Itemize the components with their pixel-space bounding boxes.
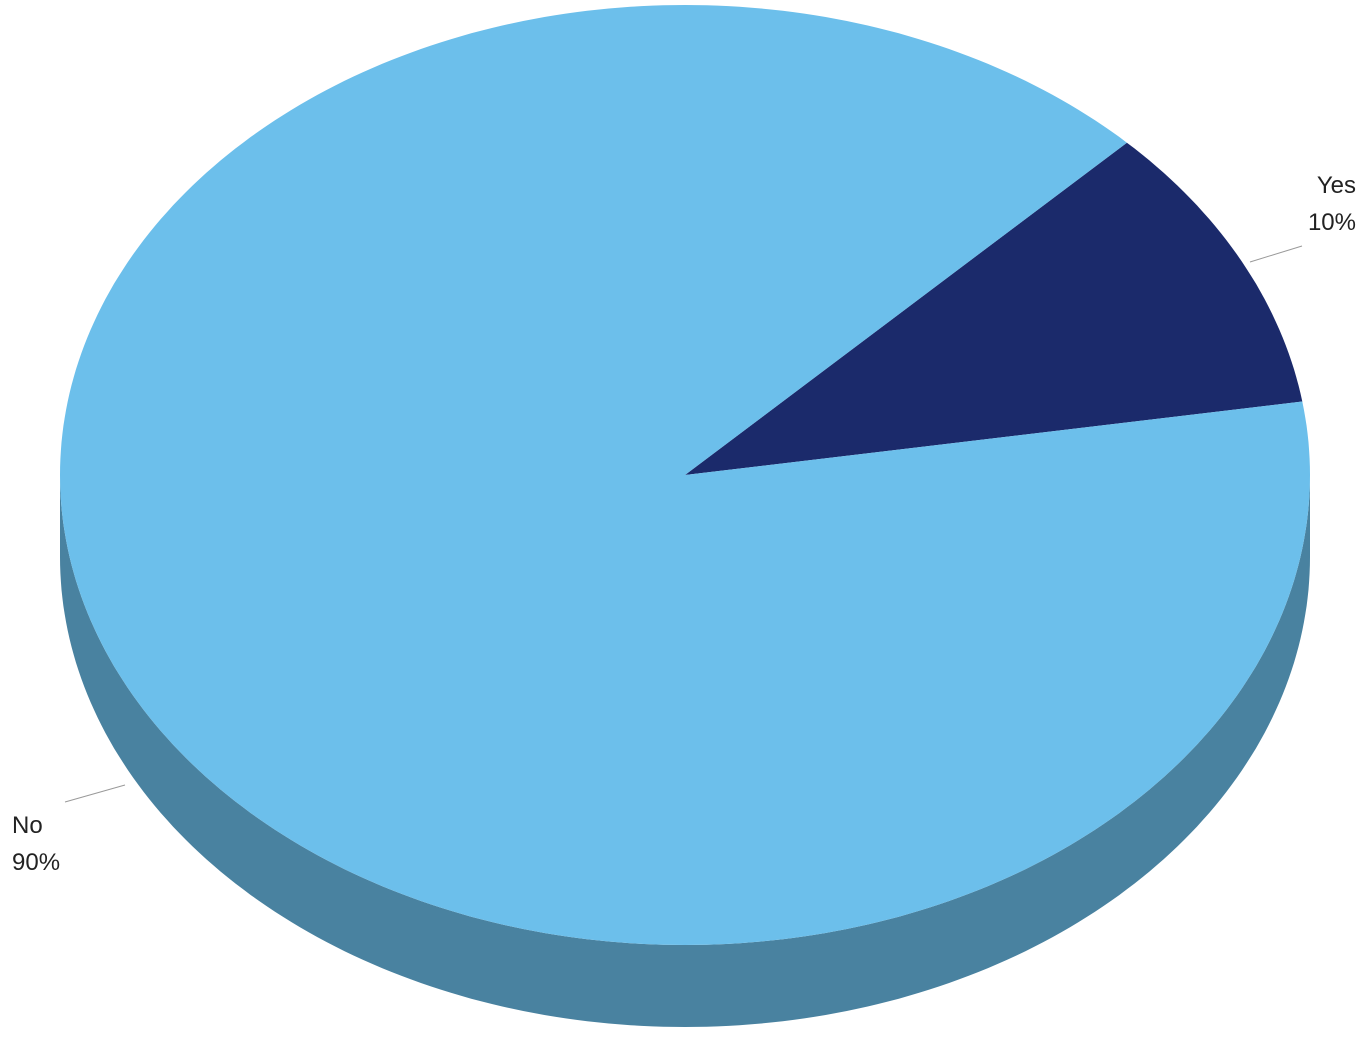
pie-side — [60, 475, 1310, 1027]
category-label: No — [12, 812, 43, 839]
value-label: 10% — [1308, 209, 1356, 236]
category-label: Yes — [1317, 172, 1356, 199]
pie-slice — [60, 5, 1310, 945]
value-label: 90% — [12, 849, 60, 876]
leader-line — [1249, 245, 1303, 263]
pie-slice — [685, 142, 1303, 475]
leader-line — [64, 784, 126, 803]
